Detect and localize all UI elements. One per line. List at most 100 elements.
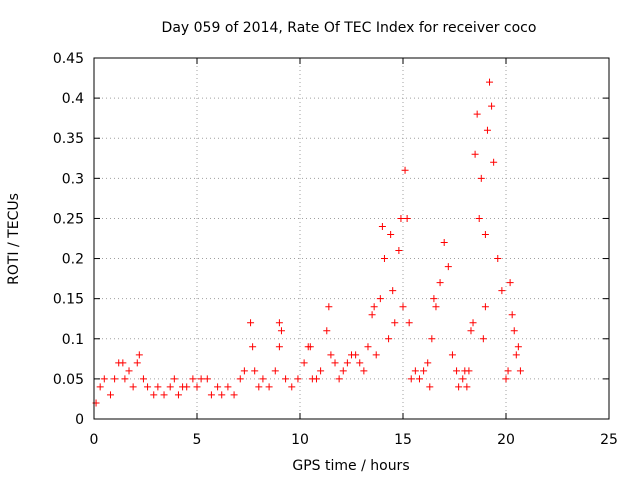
data-point [144, 383, 152, 391]
data-point [444, 263, 452, 271]
data-point [300, 359, 308, 367]
data-point [129, 383, 137, 391]
data-point [455, 383, 463, 391]
y-tick-label: 0.25 [53, 211, 84, 227]
data-point [401, 166, 409, 174]
data-point [510, 327, 518, 335]
data-point [312, 375, 320, 383]
data-point [335, 375, 343, 383]
data-point [325, 303, 333, 311]
data-point [428, 335, 436, 343]
data-point [282, 375, 290, 383]
data-point [294, 375, 302, 383]
data-point [407, 375, 415, 383]
y-tick-label: 0.15 [53, 292, 84, 308]
data-point [378, 222, 386, 230]
data-point [275, 343, 283, 351]
data-point [475, 214, 483, 222]
data-point [352, 351, 360, 359]
y-axis-label: ROTI / TECUs [6, 193, 22, 285]
data-point [411, 367, 419, 375]
x-axis-ticks: 0 5 10 15 20 25 [90, 58, 618, 448]
data-point [259, 375, 267, 383]
data-point [498, 287, 506, 295]
data-point [488, 102, 496, 110]
data-point [436, 279, 444, 287]
data-point [364, 343, 372, 351]
data-point [106, 391, 114, 399]
data-point [486, 78, 494, 86]
data-point [96, 383, 104, 391]
data-point [343, 359, 351, 367]
data-point [502, 375, 510, 383]
y-tick-label: 0.05 [53, 372, 84, 388]
data-point [317, 367, 325, 375]
data-point [271, 367, 279, 375]
data-point [135, 351, 143, 359]
x-tick-label: 20 [497, 432, 515, 448]
data-point [453, 367, 461, 375]
data-point [174, 391, 182, 399]
data-point [368, 311, 376, 319]
data-point [121, 375, 129, 383]
x-tick-label: 5 [193, 432, 202, 448]
data-point [154, 383, 162, 391]
data-point [183, 383, 191, 391]
data-point [405, 319, 413, 327]
data-point [440, 239, 448, 247]
data-point [473, 110, 481, 118]
data-point [265, 383, 273, 391]
data-point [370, 303, 378, 311]
data-point [395, 247, 403, 255]
data-point [399, 303, 407, 311]
data-point [251, 367, 259, 375]
data-point [236, 375, 244, 383]
x-tick-label: 15 [394, 432, 412, 448]
data-point [207, 391, 215, 399]
data-point [139, 375, 147, 383]
data-point [448, 351, 456, 359]
data-point [255, 383, 263, 391]
data-point [506, 279, 514, 287]
data-point [385, 335, 393, 343]
data-point [467, 327, 475, 335]
data-point [426, 383, 434, 391]
grid-lines [94, 58, 609, 419]
y-tick-label: 0.2 [62, 252, 84, 268]
data-point [397, 214, 405, 222]
data-point [415, 375, 423, 383]
data-point [391, 319, 399, 327]
data-point [193, 383, 201, 391]
data-point [490, 158, 498, 166]
x-tick-label: 0 [90, 432, 99, 448]
x-axis-label: GPS time / hours [292, 458, 409, 474]
data-point [214, 383, 222, 391]
data-point [430, 295, 438, 303]
data-points [92, 78, 524, 407]
y-tick-label: 0.35 [53, 131, 84, 147]
data-point [160, 391, 168, 399]
data-point [111, 375, 119, 383]
data-point [331, 359, 339, 367]
data-point [514, 343, 522, 351]
data-point [504, 367, 512, 375]
data-point [376, 295, 384, 303]
y-tick-label: 0.1 [62, 332, 84, 348]
data-point [516, 367, 524, 375]
data-point [197, 375, 205, 383]
data-point [481, 303, 489, 311]
data-point [356, 359, 364, 367]
data-point [432, 303, 440, 311]
data-point [372, 351, 380, 359]
data-point [477, 174, 485, 182]
data-point [189, 375, 197, 383]
y-tick-label: 0.45 [53, 51, 84, 67]
data-point [203, 375, 211, 383]
data-point [306, 343, 314, 351]
data-point [327, 351, 335, 359]
data-point [247, 319, 255, 327]
y-tick-label: 0.4 [62, 91, 84, 107]
y-tick-label: 0 [75, 412, 84, 428]
data-point [469, 319, 477, 327]
